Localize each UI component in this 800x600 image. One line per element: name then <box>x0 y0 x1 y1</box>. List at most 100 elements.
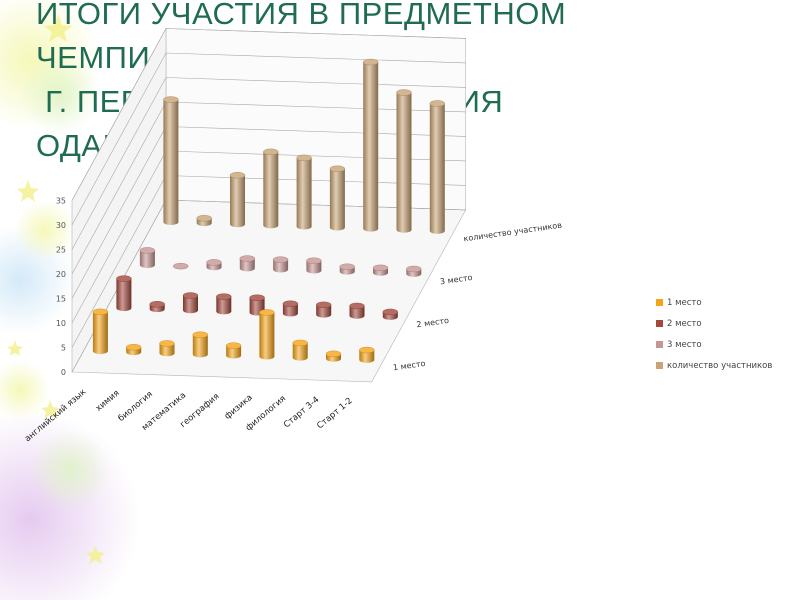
bar <box>229 172 246 228</box>
gridline <box>71 28 466 201</box>
bar-top <box>339 263 355 270</box>
bar-top <box>239 255 256 262</box>
bar-top <box>349 302 365 310</box>
y-tick-label: 0 <box>61 368 66 377</box>
legend: 1 место 2 место 3 место количество участник… <box>656 298 772 371</box>
bar <box>225 342 242 359</box>
bar-top <box>359 346 375 354</box>
bar <box>339 263 355 275</box>
bar <box>263 148 279 229</box>
legend-item: 3 место <box>656 340 702 350</box>
bar-body <box>192 334 208 358</box>
bar-body <box>282 303 298 317</box>
category-label: физика <box>223 393 255 422</box>
bar-top <box>159 340 175 347</box>
bar-top <box>292 339 308 347</box>
bar <box>406 265 422 277</box>
bar <box>372 264 389 276</box>
bar-body <box>216 296 232 315</box>
bar-top <box>192 331 209 338</box>
bar <box>349 302 365 319</box>
bar <box>149 301 165 313</box>
legend-item: 1 место <box>656 298 702 308</box>
bar-body <box>306 260 322 274</box>
bar <box>325 350 342 362</box>
category-label: Старт 1-2 <box>315 396 354 431</box>
legend-label: 2 место <box>667 319 702 329</box>
legend-label: количество участников <box>667 361 772 371</box>
back-wall <box>165 28 467 211</box>
bar-top <box>196 215 212 222</box>
bar-body <box>226 345 242 359</box>
bar-body <box>159 343 175 357</box>
bar-top <box>92 308 109 316</box>
bar-body <box>363 62 379 232</box>
bar <box>272 256 289 273</box>
bar-top <box>263 148 279 156</box>
legend-label: 3 место <box>667 340 702 350</box>
bar-body <box>316 304 332 318</box>
bar <box>125 344 142 356</box>
decorative-stars <box>7 15 105 564</box>
bar-top <box>216 293 232 300</box>
bar-top <box>316 301 332 309</box>
bar-body <box>349 305 365 319</box>
y-tick-label: 30 <box>56 221 66 230</box>
category-label: английский язык <box>23 387 88 444</box>
series-axis-label: 2 место <box>416 316 450 329</box>
bar <box>216 293 232 315</box>
bar-body <box>230 175 245 228</box>
bar-top <box>282 300 299 307</box>
bar <box>282 300 299 317</box>
bar-top <box>116 275 132 282</box>
bar-top <box>396 89 412 96</box>
bar-body <box>429 103 445 234</box>
bar <box>206 259 222 271</box>
bar-body <box>139 250 155 269</box>
bar-body <box>359 350 375 363</box>
y-tick-label: 20 <box>56 270 66 279</box>
bar-top <box>306 257 322 264</box>
bar <box>182 292 199 314</box>
bar-body <box>329 168 345 231</box>
y-tick-label: 35 <box>56 197 66 206</box>
legend-swatch <box>656 341 663 348</box>
bar-body <box>273 259 289 273</box>
legend-item: 2 место <box>656 319 702 329</box>
bar-top <box>172 262 189 270</box>
bar <box>259 309 275 360</box>
bar-top <box>363 58 379 66</box>
y-axis: 0 5 10 15 20 25 30 35 <box>56 197 66 378</box>
bar <box>159 340 175 357</box>
bar-body <box>259 312 275 360</box>
bar-top <box>182 292 199 299</box>
chart-walls <box>71 28 467 383</box>
bar <box>196 215 212 227</box>
y-tick-label: 15 <box>56 295 66 304</box>
legend-swatch <box>656 362 663 369</box>
category-axis: английский язык химиябиологияматематикаге… <box>23 387 355 444</box>
bar-top <box>125 344 142 351</box>
bar-top <box>296 154 312 162</box>
legend-swatch <box>656 299 663 306</box>
bar-body <box>92 311 108 355</box>
bar-body <box>292 342 308 361</box>
bar-top <box>163 96 179 103</box>
series-axis-label: 1 место <box>392 359 426 372</box>
bar <box>192 331 209 358</box>
bar <box>429 100 445 234</box>
title-line: ИТОГИ УЧАСТИЯ В ПРЕДМЕТНОМ <box>36 0 567 31</box>
y-tick-label: 25 <box>56 246 66 255</box>
bar-body <box>296 157 312 230</box>
legend-swatch <box>656 320 663 327</box>
bar-top <box>225 342 242 349</box>
legend-label: 1 место <box>667 298 702 308</box>
bar-top <box>406 265 422 273</box>
bar-body <box>239 258 255 272</box>
bar-body <box>116 278 132 312</box>
bar <box>382 308 398 320</box>
bar <box>139 247 156 269</box>
y-tick-label: 5 <box>61 344 66 353</box>
bar-top <box>325 350 342 358</box>
